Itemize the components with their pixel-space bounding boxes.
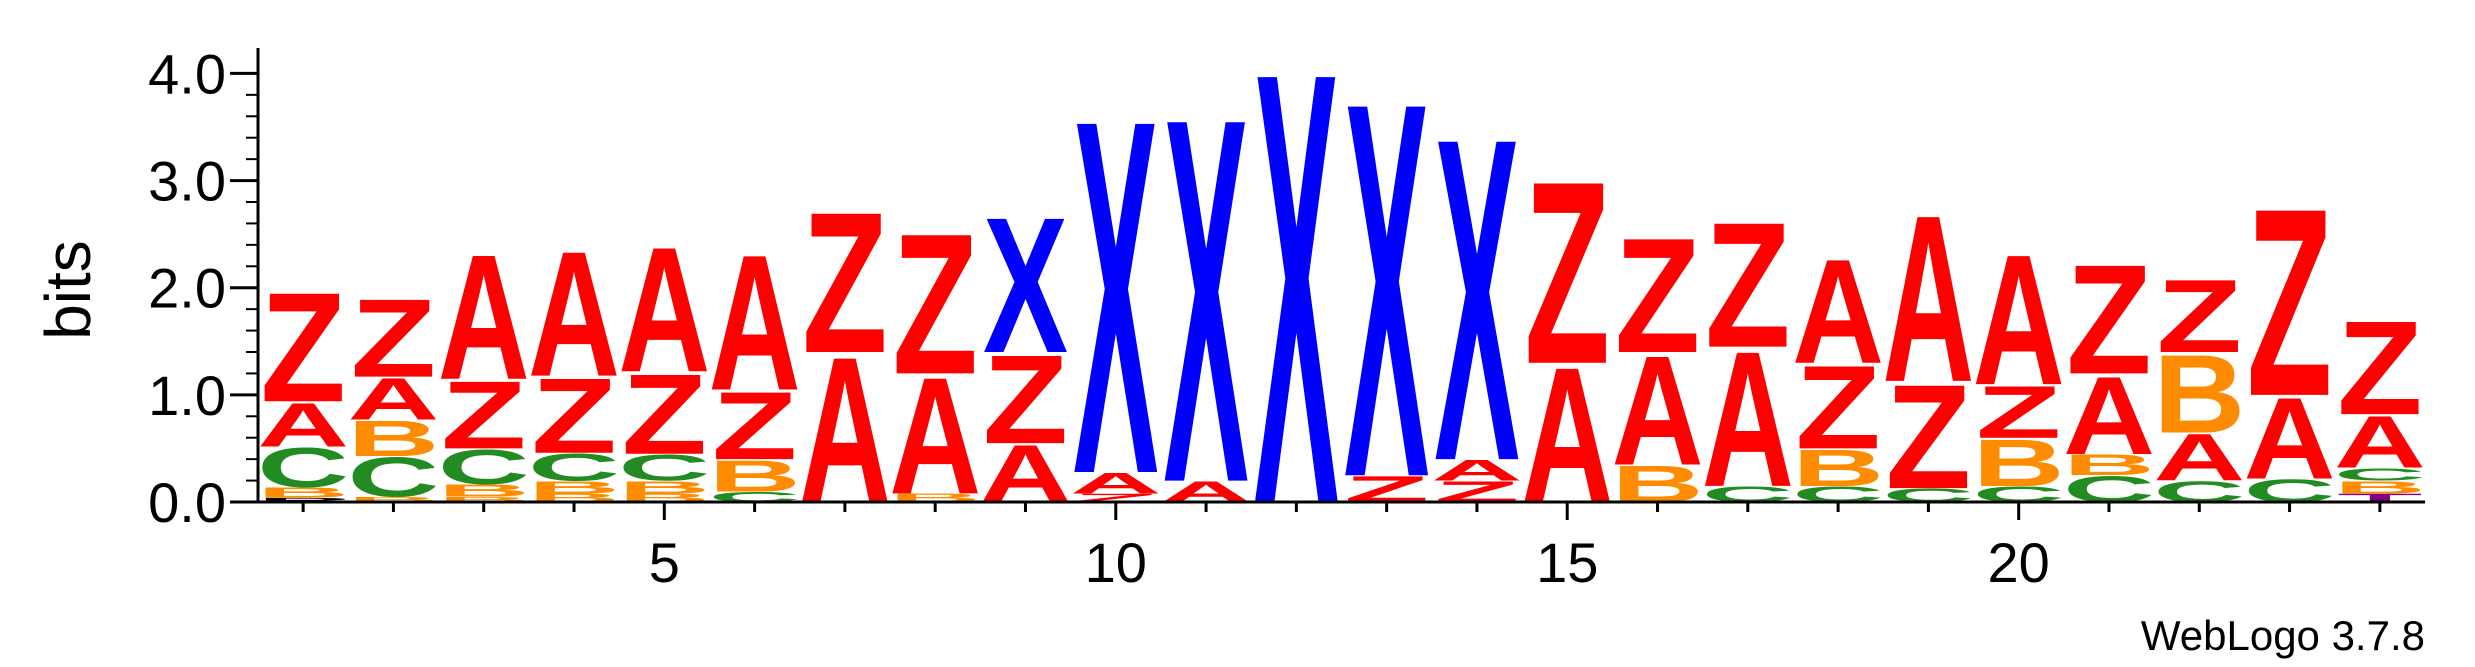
logo-glyph-b: B [1973, 425, 2065, 500]
logo-glyph-a: A [1792, 230, 1884, 395]
logo-glyph-z: Z [351, 275, 436, 400]
logo-glyph-z: Z [1615, 205, 1700, 388]
logo-glyph-b: B [2334, 478, 2426, 498]
logo-glyph-a: A [889, 344, 981, 529]
logo-glyph-z: Z [1976, 371, 2061, 454]
weblogo-version-label: WebLogo 3.7.8 [2141, 612, 2425, 659]
logo-glyph-c: C [257, 436, 349, 499]
y-tick-label: 4.0 [148, 42, 226, 105]
logo-glyph-b: B [257, 484, 349, 501]
logo-glyph-b: B [618, 478, 710, 498]
y-tick-label: 3.0 [148, 150, 226, 213]
logo-glyph-z: Z [2066, 233, 2151, 407]
logo-glyph-a: A [1611, 324, 1703, 498]
logo-glyph-z: Z [1525, 128, 1610, 418]
logo-glyph-c: C [528, 446, 620, 489]
logo-glyph-b: B [528, 478, 620, 498]
logo-glyph-b: B [438, 495, 530, 503]
logo-glyph-z: Z [983, 329, 1068, 470]
logo-glyph-z: Z [531, 356, 616, 476]
glyph-layer: PBCAZBCBAZBBCZABBCZABBCZACBZAAZBAZAZXZAX… [257, 0, 2426, 634]
x-tick-label: 5 [649, 531, 680, 594]
logo-glyph-z: Z [2247, 154, 2332, 452]
logo-glyph-b: B [1792, 439, 1884, 497]
y-axis-label: bits [32, 240, 104, 340]
axis-layer: 0.0 1.0 2.0 3.0 4.0 5 10 15 20 bits WebLogo 3.7… [32, 42, 2425, 659]
x-tick-label: 15 [1536, 531, 1598, 594]
logo-glyph-b: B [2153, 333, 2245, 457]
logo-glyph-a: A [1702, 311, 1794, 527]
logo-glyph-x: X [1164, 11, 1250, 592]
logo-glyph-a: A [2153, 420, 2245, 495]
logo-glyph-z: Z [441, 362, 526, 470]
logo-glyph-x: X [1073, 15, 1159, 580]
logo-glyph-c: C [2334, 465, 2426, 485]
logo-glyph-b: B [438, 481, 530, 501]
logo-glyph-z: Z [260, 261, 345, 435]
logo-glyph-x: X [1434, 42, 1520, 557]
logo-glyph-a: A [1070, 466, 1162, 499]
logo-glyph-c: C [438, 440, 530, 494]
logo-glyph-z: Z [2337, 294, 2422, 444]
logo-glyph-z: Z [712, 372, 797, 480]
logo-glyph-z: Z [622, 351, 707, 479]
logo-glyph-a: A [438, 218, 530, 417]
y-tick-label: 2.0 [148, 257, 226, 320]
logo-glyph-a: A [618, 210, 710, 409]
y-ticks: 0.0 1.0 2.0 3.0 4.0 [148, 42, 258, 534]
logo-glyph-a: A [257, 390, 349, 460]
logo-glyph-z: Z [892, 191, 977, 416]
logo-glyph-a: A [709, 215, 801, 431]
logo-glyph-b: B [709, 452, 801, 502]
logo-glyph-a: A [1431, 454, 1523, 487]
logo-glyph-a: A [347, 366, 439, 432]
x-tick-label: 20 [1988, 531, 2050, 594]
logo-glyph-x: X [1344, 0, 1430, 589]
logo-glyph-z: Z [1705, 185, 1790, 384]
logo-glyph-b: B [347, 495, 439, 503]
logo-glyph-a: A [528, 214, 620, 413]
logo-glyph-a: A [2334, 401, 2426, 484]
logo-glyph-z: Z [1886, 353, 1971, 520]
logo-glyph-b: B [2063, 448, 2155, 481]
logo-glyph-z: Z [802, 170, 887, 395]
logo-glyph-z: Z [1795, 340, 1880, 474]
logo-glyph-z: Z [2157, 258, 2242, 375]
logo-glyph-a: A [2244, 374, 2336, 503]
y-tick-label: 0.0 [148, 471, 226, 534]
logo-glyph-x: X [1254, 0, 1340, 634]
logo-glyph-a: A [1973, 216, 2065, 424]
logo-glyph-a: A [1882, 166, 1974, 432]
logo-glyph-x: X [983, 177, 1068, 393]
logo-glyph-c: C [618, 447, 710, 489]
y-tick-label: 1.0 [148, 364, 226, 427]
logo-glyph-a: A [2063, 354, 2155, 478]
logo-glyph-c: C [347, 446, 439, 509]
logo-glyph-b: B [347, 410, 439, 467]
logo-glyph-p: P [257, 497, 350, 504]
x-ticks: 5 10 15 20 [301, 502, 2382, 594]
x-tick-label: 10 [1085, 531, 1147, 594]
